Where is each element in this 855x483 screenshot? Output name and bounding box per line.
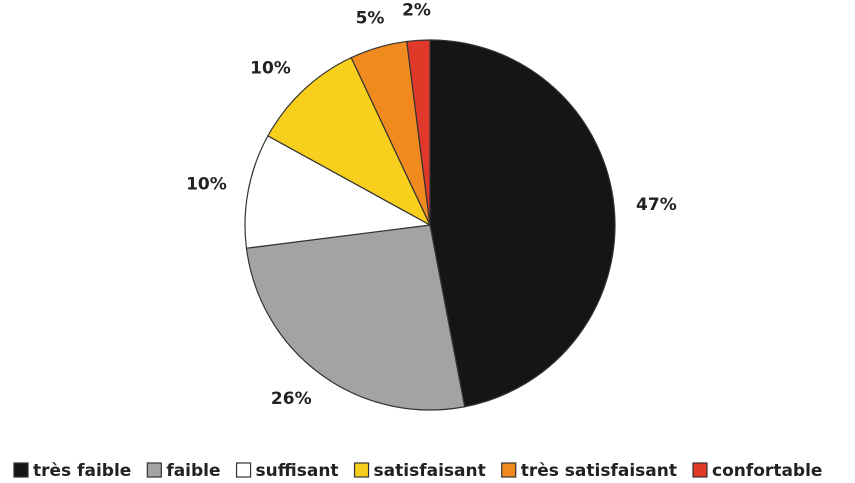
data-label: 47% [636, 195, 677, 215]
pie-slice [406, 39, 431, 226]
legend-swatch [353, 462, 370, 478]
pie-slice [244, 135, 432, 249]
data-label: 10% [186, 175, 227, 195]
pie-slice [267, 56, 432, 227]
legend-swatch [13, 462, 29, 478]
data-label: 10% [250, 58, 291, 78]
legend-label: faible [166, 461, 220, 481]
legend-label: très satisfaisant [521, 461, 677, 481]
legend-swatch [692, 462, 708, 478]
data-label: 26% [271, 389, 312, 409]
legend-label: très faible [33, 461, 131, 481]
data-label: 2% [402, 0, 431, 20]
legend-label: confortable [712, 461, 822, 481]
legend-swatch [501, 462, 517, 478]
data-label: 5% [356, 9, 385, 29]
pie-slice [429, 39, 616, 408]
pie-slice [245, 224, 466, 411]
legend-swatch [146, 462, 162, 478]
legend-swatch [235, 462, 252, 478]
legend-label: satisfaisant [374, 461, 486, 481]
legend-label: suffisant [256, 461, 339, 481]
